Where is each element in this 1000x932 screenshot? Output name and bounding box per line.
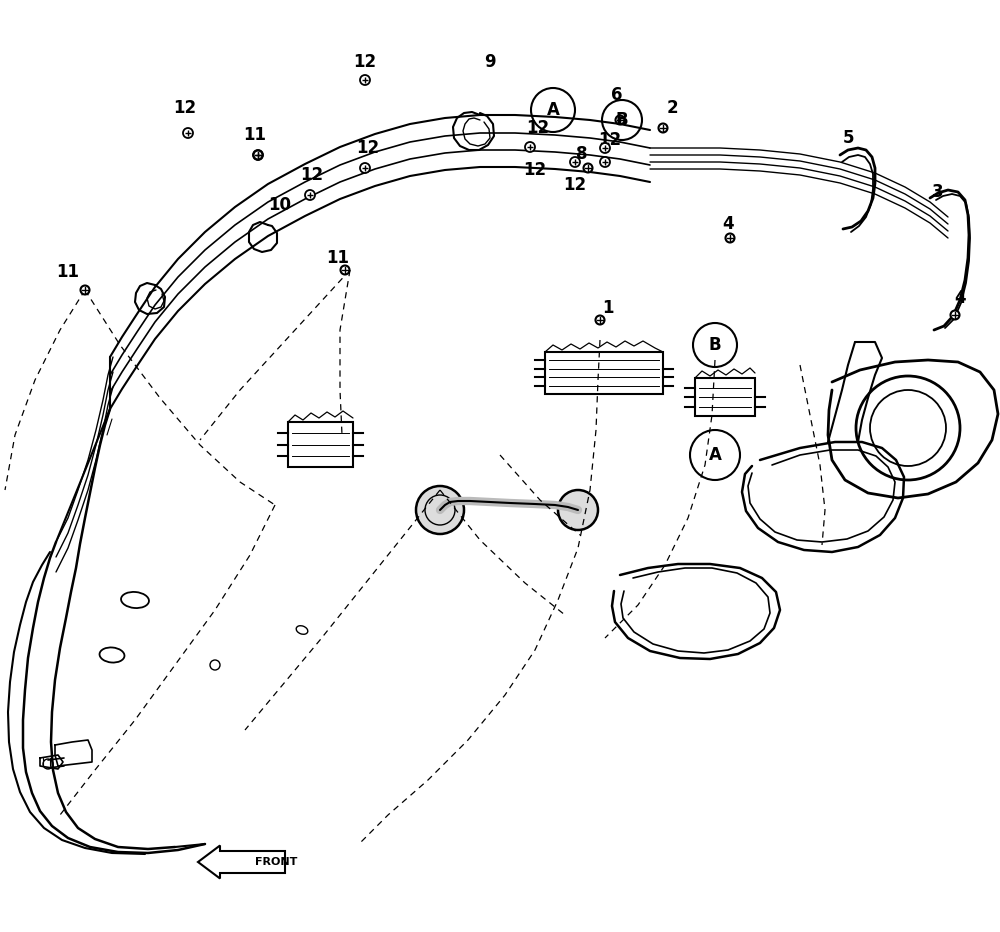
Circle shape xyxy=(183,128,193,138)
Text: 8: 8 xyxy=(576,145,588,163)
Circle shape xyxy=(80,285,90,295)
Circle shape xyxy=(570,157,580,167)
Text: 11: 11 xyxy=(326,249,350,267)
Text: 5: 5 xyxy=(842,129,854,147)
Text: 3: 3 xyxy=(932,183,944,201)
Text: 11: 11 xyxy=(244,126,266,144)
Text: FRONT: FRONT xyxy=(255,857,297,867)
Circle shape xyxy=(340,266,350,275)
Circle shape xyxy=(360,75,370,85)
Text: 4: 4 xyxy=(954,289,966,307)
Circle shape xyxy=(584,163,592,172)
Circle shape xyxy=(253,150,263,160)
Circle shape xyxy=(600,157,610,167)
Text: A: A xyxy=(709,446,721,464)
Text: 2: 2 xyxy=(666,99,678,117)
Bar xyxy=(288,422,353,467)
Circle shape xyxy=(950,310,960,320)
Circle shape xyxy=(600,143,610,153)
Circle shape xyxy=(254,150,262,159)
Text: 6: 6 xyxy=(611,86,623,104)
Bar xyxy=(695,378,755,416)
Text: 10: 10 xyxy=(268,196,292,214)
Circle shape xyxy=(558,490,598,530)
Text: 9: 9 xyxy=(484,53,496,71)
Text: A: A xyxy=(547,101,559,119)
Circle shape xyxy=(616,116,624,125)
Circle shape xyxy=(416,486,464,534)
Circle shape xyxy=(596,316,604,324)
Text: 12: 12 xyxy=(356,139,380,157)
Circle shape xyxy=(360,163,370,173)
Text: 1: 1 xyxy=(602,299,614,317)
Text: 12: 12 xyxy=(563,176,587,194)
Text: 12: 12 xyxy=(300,166,324,184)
Text: B: B xyxy=(616,111,628,129)
Text: B: B xyxy=(709,336,721,354)
Text: 12: 12 xyxy=(526,119,550,137)
Circle shape xyxy=(658,124,668,132)
Text: 12: 12 xyxy=(173,99,197,117)
FancyArrow shape xyxy=(198,845,285,879)
Circle shape xyxy=(726,234,734,242)
Text: 11: 11 xyxy=(56,263,80,281)
Circle shape xyxy=(305,190,315,200)
Bar xyxy=(545,352,663,394)
Text: 4: 4 xyxy=(722,215,734,233)
Text: 12: 12 xyxy=(353,53,377,71)
Circle shape xyxy=(525,142,535,152)
Text: 12: 12 xyxy=(598,131,622,149)
Text: 12: 12 xyxy=(523,161,547,179)
